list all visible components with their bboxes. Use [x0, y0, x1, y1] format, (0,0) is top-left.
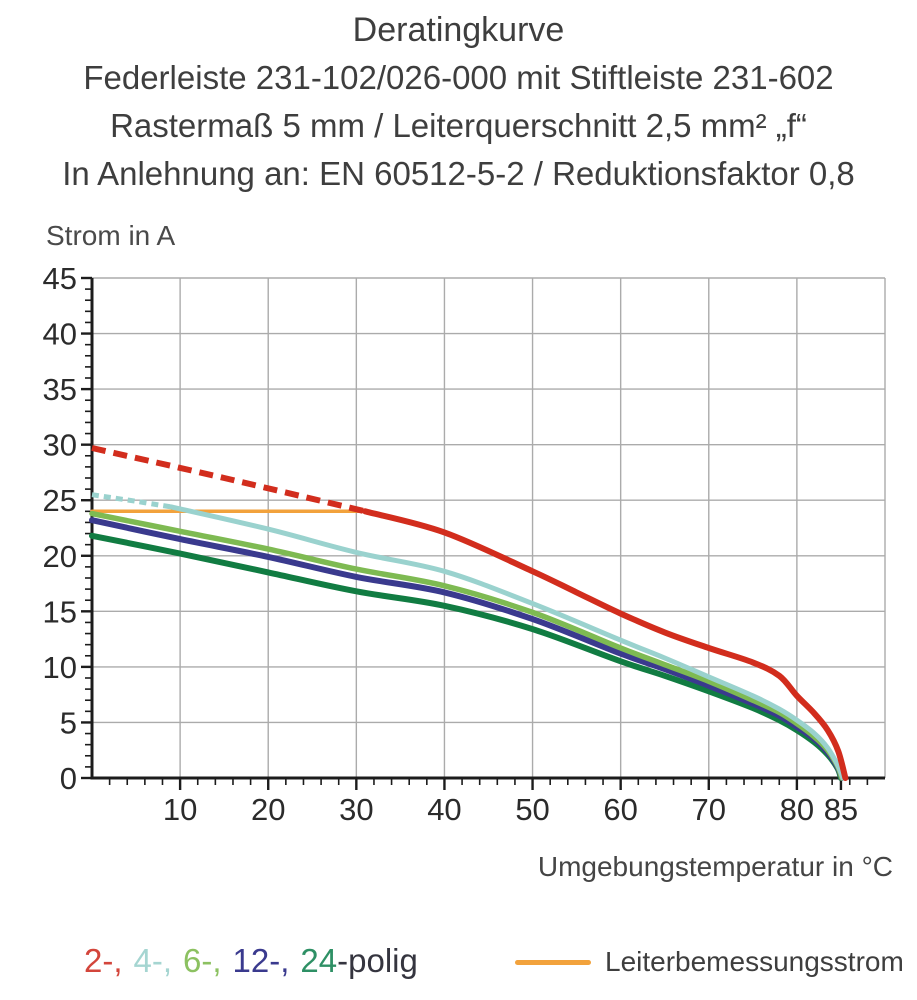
legend-item-4-polig: 4-, [133, 942, 173, 979]
series-4-polig-dashed [91, 492, 172, 510]
y-tick-label: 15 [43, 594, 77, 629]
x-tick-label: 80 [780, 792, 814, 827]
title-block: Deratingkurve Federleiste 231-102/026-00… [0, 6, 917, 198]
chart-subtitle-spec: Rastermaß 5 mm / Leiterquerschnitt 2,5 m… [110, 107, 807, 144]
rated-current-legend: Leiterbemessungsstrom [515, 946, 904, 978]
y-tick-label: 10 [43, 650, 77, 685]
x-tick-label: 10 [163, 792, 197, 827]
x-tick-label: 70 [692, 792, 726, 827]
x-tick-label: 40 [427, 792, 461, 827]
legend-item-2-polig: 2-, [84, 942, 123, 979]
chart-svg: 10 20 30 40 50 60 70 80 85 0 5 10 15 20 25 30 35 40 45 [43, 261, 886, 827]
series-6-polig-solid [89, 510, 845, 781]
y-tick-label: 25 [43, 483, 77, 518]
legend-item-24-polig: 24 [300, 942, 338, 979]
x-tick-label: 50 [515, 792, 549, 827]
legend-item-12-polig: 12-, [232, 942, 290, 979]
chart-subtitle-standard: In Anlehnung an: EN 60512-5-2 / Reduktio… [62, 155, 855, 192]
series-4-polig-solid [168, 504, 846, 781]
y-tick-label: 5 [60, 705, 77, 740]
rated-current-line-swatch [515, 959, 591, 965]
y-axis-title: Strom in A [46, 220, 176, 251]
y-tick-label: 45 [43, 261, 77, 296]
chart-title: Deratingkurve [352, 11, 565, 49]
y-tick-label: 0 [60, 761, 77, 796]
x-tick-label: 85 [824, 792, 858, 827]
legend-item-6-polig: 6-, [183, 942, 222, 979]
x-tick-label: 60 [603, 792, 637, 827]
legend-suffix-polig: -polig [337, 942, 418, 979]
series-2-polig-solid [362, 508, 849, 781]
poles-legend: 2-, 4-, 6-, 12-, 24-polig [84, 942, 418, 980]
y-tick-label: 20 [43, 539, 77, 574]
y-tick-label: 35 [43, 372, 77, 407]
x-tick-label: 20 [251, 792, 285, 827]
y-tick-label: 40 [43, 317, 77, 352]
rated-current-label: Leiterbemessungsstrom [605, 946, 904, 977]
x-axis-title: Umgebungstemperatur in °C [537, 851, 893, 882]
x-tick-label: 30 [339, 792, 373, 827]
y-tick-label: 30 [43, 428, 77, 463]
series-2-polig-dashed [91, 445, 366, 515]
chart-subtitle-product: Federleiste 231-102/026-000 mit Stiftlei… [83, 59, 834, 96]
